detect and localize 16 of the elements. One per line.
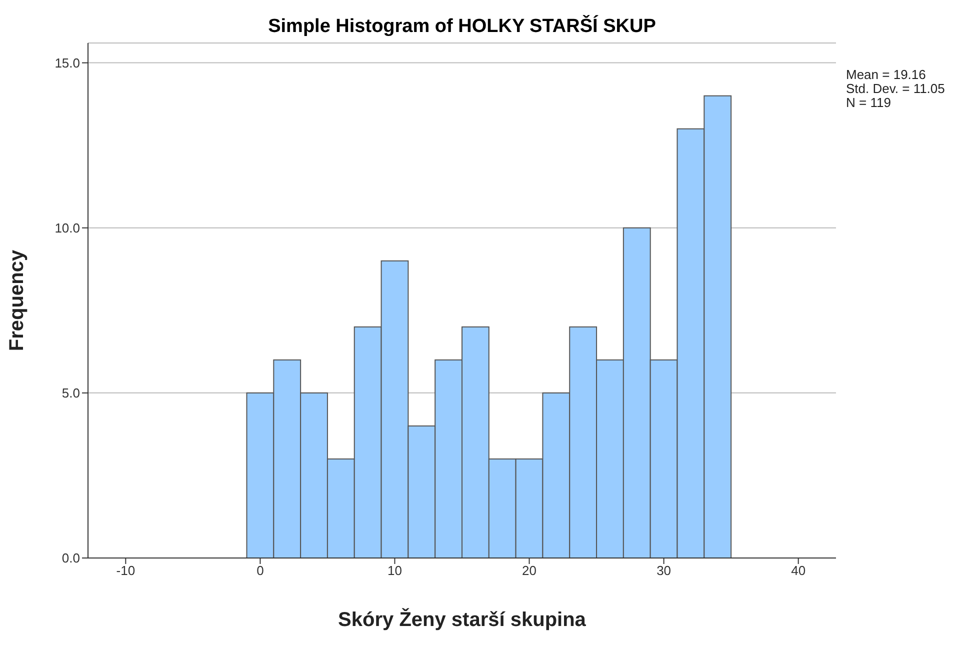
x-tick-label: -10 [116,563,136,578]
y-tick-label: 5.0 [62,386,80,401]
x-tick-label: 20 [522,563,536,578]
text: N = 119 [846,95,892,110]
x-tick-label: 40 [791,563,806,578]
y-tick-label: 15.0 [54,55,80,70]
y-tick-label: 10.0 [54,220,80,236]
text: Std. Dev. = 11.05 [846,81,945,96]
text: Mean = 19.16 [846,67,927,82]
x-tick-label: 10 [388,563,402,578]
x-tick-label: 0 [256,563,264,578]
y-tick-label: 0.0 [62,550,80,566]
chart-title: Simple Histogram of HOLKY STARŠÍ SKUP [267,16,657,38]
x-axis-title: Skóry Ženy starší skupina [338,608,587,631]
x-tick-label: 30 [656,563,672,578]
y-axis-title: Frequency [6,249,28,352]
